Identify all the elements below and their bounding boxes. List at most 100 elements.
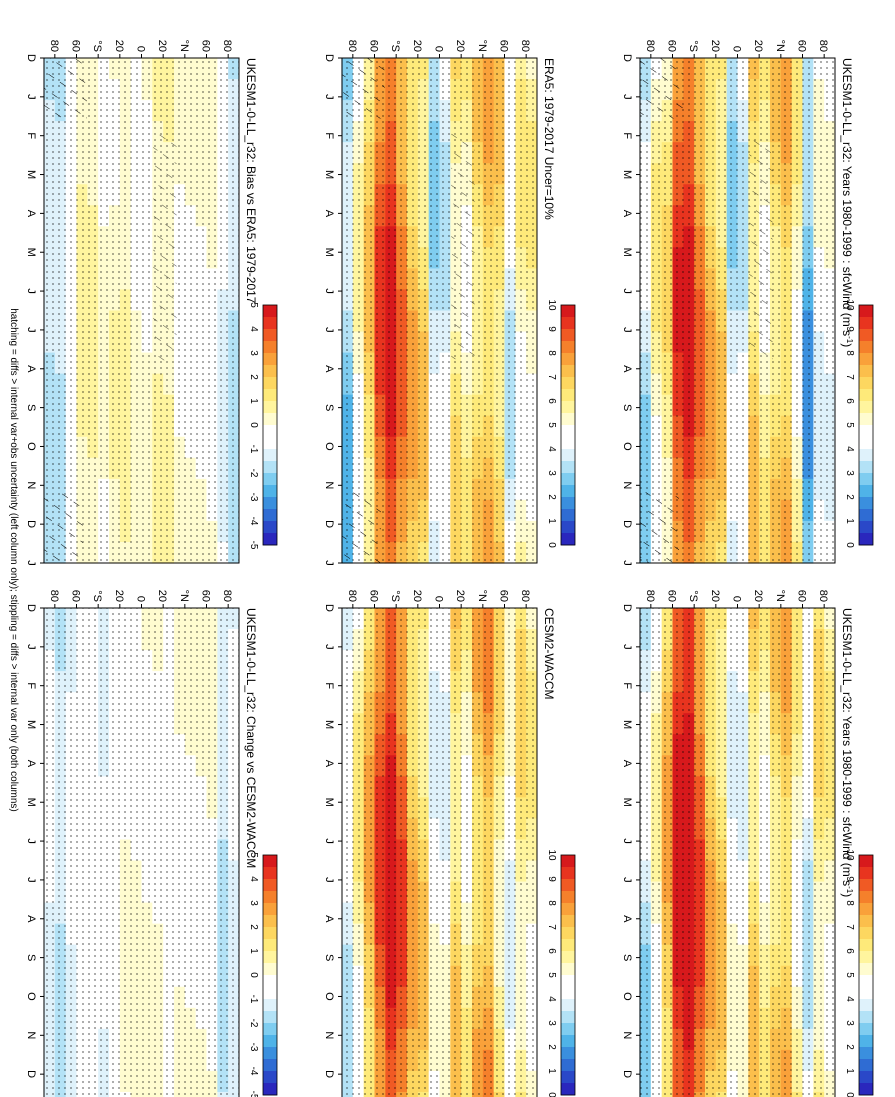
colorbar-swatch [859,1011,873,1024]
x-tick-label: A [25,210,37,218]
colorbar-frame [560,854,576,1096]
colorbar-label: 3 [844,1020,855,1026]
stippling-overlay [44,608,239,1097]
colorbar-swatch [263,329,277,342]
colorbar-swatch [561,1023,575,1036]
colorbar-label: 2 [248,924,259,930]
x-tick-label: M [25,720,37,729]
colorbar-swatch [263,867,277,880]
colorbar-swatch [561,365,575,378]
panel-title-text: UKESM1-0-LL_r32: Years 1980-1999 : sfcWi… [840,608,854,886]
x-tick-label: A [621,915,633,923]
colorbar-swatch [561,473,575,486]
x-tick-label: M [25,798,37,807]
y-tick-label: 0 [135,596,147,602]
colorbar-swatch [859,317,873,330]
colorbar-swatch [859,401,873,414]
colorbar-label: -3 [248,1043,259,1052]
colorbar-label: 3 [546,470,557,476]
x-tick-label: J [25,94,37,100]
colorbar-swatch [263,951,277,964]
colorbar-label: 9 [844,326,855,332]
x-tick-label: M [621,170,633,179]
colorbar-difference: 5 4 3 2 1 0 -1 -2 -3 -4 -5 [248,302,278,550]
colorbar-swatch [561,1059,575,1072]
colorbar-swatch [859,413,873,426]
colorbar-swatch [561,329,575,342]
colorbar-label: 5 [248,302,259,308]
colorbar-label: 7 [844,374,855,380]
colorbar-label: 2 [844,494,855,500]
y-tick-label: 20 [411,40,423,52]
colorbar-label: 0 [248,972,259,978]
x-tick-label: J [621,288,633,294]
x-tick-label: D [323,54,335,62]
y-tick-label: °S [91,590,103,602]
colorbar-label: 5 [844,972,855,978]
x-tick-label: D [621,54,633,62]
colorbar-label: 8 [844,900,855,906]
colorbar-label: 6 [844,398,855,404]
colorbar-frame [858,854,874,1096]
y-tick-label: 80 [817,40,829,52]
colorbar-label: 10 [546,299,557,311]
colorbar-swatch [859,377,873,390]
colorbar-swatch [859,915,873,928]
colorbar-swatch [859,987,873,1000]
colorbar-swatch [561,377,575,390]
colorbar-swatch [263,927,277,940]
y-tick-label: 80 [346,40,358,52]
y-tick-label: 20 [709,40,721,52]
colorbar-swatch [263,1071,277,1084]
y-tick-label: 80 [644,40,656,52]
panels-layer: UKESM1-0-LL_r32: Years 1980-1999 : sfcWi… [25,40,855,1097]
colorbar-label: -1 [248,995,259,1004]
x-tick-label: N [621,1031,633,1039]
colorbar-label: -2 [248,1019,259,1028]
colorbar-swatch [859,485,873,498]
y-tick-label: 20 [156,40,168,52]
colorbar-label: 8 [546,350,557,356]
colorbar-label: 3 [844,470,855,476]
colorbar-swatch [859,521,873,534]
x-tick-label: M [323,248,335,257]
colorbar-label: 8 [844,350,855,356]
panel-title-text: CESM2-WACCM [542,608,556,700]
colorbar-label: -3 [248,493,259,502]
colorbar-swatch [859,939,873,952]
colorbar-frame [560,304,576,546]
x-tick-label: N [323,481,335,489]
colorbar-swatch [859,891,873,904]
x-tick-label: F [25,682,37,689]
colorbar-swatch [263,509,277,522]
x-tick-label: D [25,604,37,612]
colorbar-swatch [859,963,873,976]
y-tick-label: 60 [70,40,82,52]
panel-1: UKESM1-0-LL_r32: Years 1980-1999 : sfcWi… [621,40,855,566]
x-tick-label: D [25,520,37,528]
x-tick-label: A [323,915,335,923]
panel-title: UKESM1-0-LL_r32: Change vs CESM2-WACCM [244,608,258,868]
colorbar-swatch [263,1083,277,1096]
y-tick-label: °N [774,40,786,52]
colorbar-swatch [561,413,575,426]
colorbar-swatch [561,879,575,892]
units-superscript: -1 [846,886,855,894]
colorbar-swatch [263,1035,277,1048]
y-tick-label: °S [389,590,401,602]
colorbar-swatch [263,999,277,1012]
colorbar-swatch [263,425,277,438]
colorbar-swatch [859,449,873,462]
y-tick-label: 0 [731,46,743,52]
x-tick-label: J [621,94,633,100]
units-close: ) [840,893,854,897]
colorbar-swatch [561,533,575,546]
colorbars-layer: 1098765432101098765432101098765432101098… [248,299,874,1097]
y-tick-label: °S [389,40,401,52]
colorbar-swatch [263,437,277,450]
colorbar-swatch [561,437,575,450]
x-tick-label: D [323,1070,335,1078]
